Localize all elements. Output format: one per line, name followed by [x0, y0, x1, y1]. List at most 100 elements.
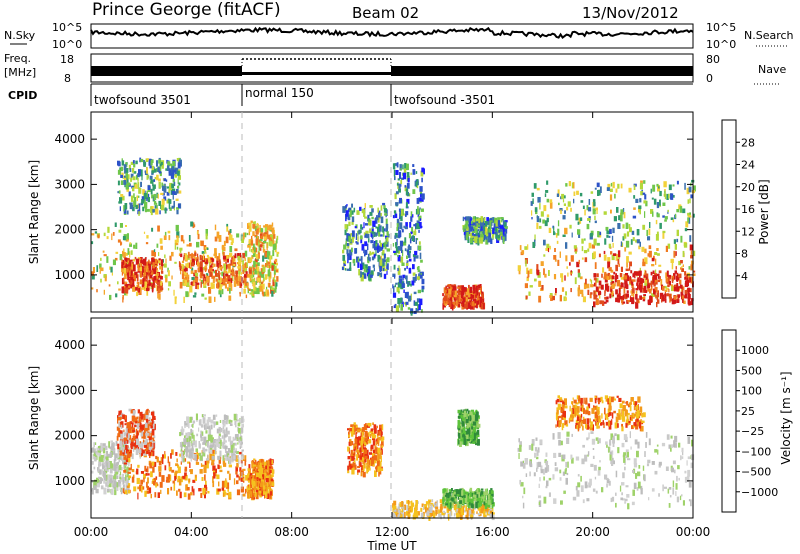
power-echo-cell: [377, 272, 380, 277]
power-echo-cell: [501, 219, 503, 223]
power-echo-cell: [472, 216, 476, 220]
power-echo-cell: [342, 249, 345, 254]
velocity-echo-cell: [211, 459, 214, 466]
power-echo-cell: [249, 257, 253, 262]
power-echo-cell: [421, 193, 425, 200]
velocity-echo-cell: [230, 452, 234, 459]
power-echo-cell: [379, 246, 383, 251]
power-echo-cell: [395, 191, 399, 195]
velocity-echo-cell: [190, 492, 193, 496]
power-echo-cell: [401, 209, 403, 217]
velocity-echo-cell: [172, 480, 175, 484]
power-echo-cell: [249, 267, 252, 270]
power-echo-cell: [468, 228, 471, 235]
power-echo-cell: [458, 304, 460, 308]
power-echo-cell: [374, 246, 378, 251]
power-echo-cell: [156, 202, 158, 205]
nsky-tick-bottom-left: 10^0: [52, 38, 82, 51]
velocity-echo-cell: [131, 476, 135, 483]
power-echo-cell: [260, 268, 264, 275]
power-echo-cell: [633, 271, 637, 276]
power-echo-cell: [137, 203, 140, 209]
power-echo-cell: [655, 258, 657, 265]
power-echo-cell: [688, 186, 692, 193]
power-echo-cell: [470, 237, 473, 243]
power-echo-cell: [159, 210, 161, 215]
power-echo-cell: [216, 282, 219, 286]
power-echo-cell: [262, 266, 266, 273]
velocity-echo-cell: [353, 446, 356, 452]
power-echo-cell: [680, 267, 682, 270]
velocity-echo-cell: [119, 483, 121, 491]
power-echo-cell: [415, 223, 417, 230]
power-echo-cell: [167, 288, 170, 291]
power-echo-cell: [130, 161, 134, 165]
velocity-echo-cell: [477, 513, 481, 516]
power-echo-cell: [651, 257, 655, 262]
power-echo-cell: [399, 256, 404, 263]
power-echo-cell: [244, 274, 248, 278]
power-echo-cell: [245, 294, 248, 299]
power-echo-cell: [480, 221, 484, 227]
power-echo-cell: [230, 259, 232, 264]
velocity-echo-cell: [245, 475, 249, 481]
power-echo-cell: [443, 300, 446, 305]
power-echo-cell: [244, 282, 248, 286]
power-echo-cell: [649, 222, 651, 228]
power-echo-cell: [143, 161, 146, 167]
power-echo-cell: [689, 212, 691, 215]
power-echo-cell: [252, 281, 256, 287]
velocity-echo-cell: [433, 512, 436, 518]
power-echo-cell: [597, 190, 600, 196]
power-echo-cell: [106, 236, 109, 240]
power-echo-cell: [203, 274, 206, 279]
power-echo-cell: [628, 224, 631, 229]
power-echo-cell: [170, 174, 174, 179]
velocity-echo-cell: [186, 432, 190, 439]
velocity-echo-cell: [213, 472, 216, 479]
power-echo-cell: [153, 252, 156, 257]
power-echo-cell: [92, 267, 95, 273]
power-echo-cell: [684, 294, 686, 297]
power-echo-cell: [417, 212, 420, 218]
power-echo-cell: [622, 208, 625, 215]
power-echo-cell: [407, 253, 411, 258]
power-echo-cell: [593, 277, 597, 281]
power-echo-cell: [125, 264, 128, 270]
power-echo-cell: [399, 197, 402, 204]
velocity-echo-cell: [240, 477, 244, 482]
power-echo-cell: [370, 240, 374, 244]
power-echo-cell: [609, 274, 611, 280]
power-echo-cell: [683, 295, 687, 299]
power-echo-cell: [473, 289, 476, 294]
power-echo-cell: [464, 217, 467, 220]
velocity-echo-cell: [162, 457, 164, 465]
power-echo-cell: [690, 298, 694, 302]
power-echo-cell: [650, 188, 652, 194]
velocity-echo-cell: [101, 463, 104, 466]
power-echo-cell: [465, 301, 468, 309]
power-echo-cell: [91, 274, 95, 280]
power-echo-cell: [614, 193, 616, 199]
power-echo-cell: [128, 285, 131, 289]
power-echo-cell: [560, 209, 562, 214]
date-title: 13/Nov/2012: [582, 4, 679, 22]
power-echo-cell: [661, 294, 664, 302]
power-echo-cell: [600, 186, 602, 193]
power-echo-cell: [421, 271, 424, 276]
power-echo-cell: [158, 283, 162, 290]
velocity-echo-cell: [117, 452, 120, 458]
power-echo-cell: [400, 304, 403, 311]
velocity-echo-cell: [380, 450, 382, 456]
power-echo-cell: [381, 258, 385, 266]
power-echo-cell: [122, 236, 126, 241]
velocity-echo-cell: [150, 411, 155, 416]
power-echo-cell: [587, 248, 590, 252]
power-echo-cell: [675, 251, 677, 256]
velocity-echo-cell: [217, 488, 221, 492]
power-echo-cell: [123, 267, 127, 274]
power-echo-cell: [528, 291, 531, 296]
power-echo-cell: [626, 300, 629, 304]
power-echo-cell: [114, 257, 118, 261]
velocity-echo-cell: [202, 442, 206, 445]
